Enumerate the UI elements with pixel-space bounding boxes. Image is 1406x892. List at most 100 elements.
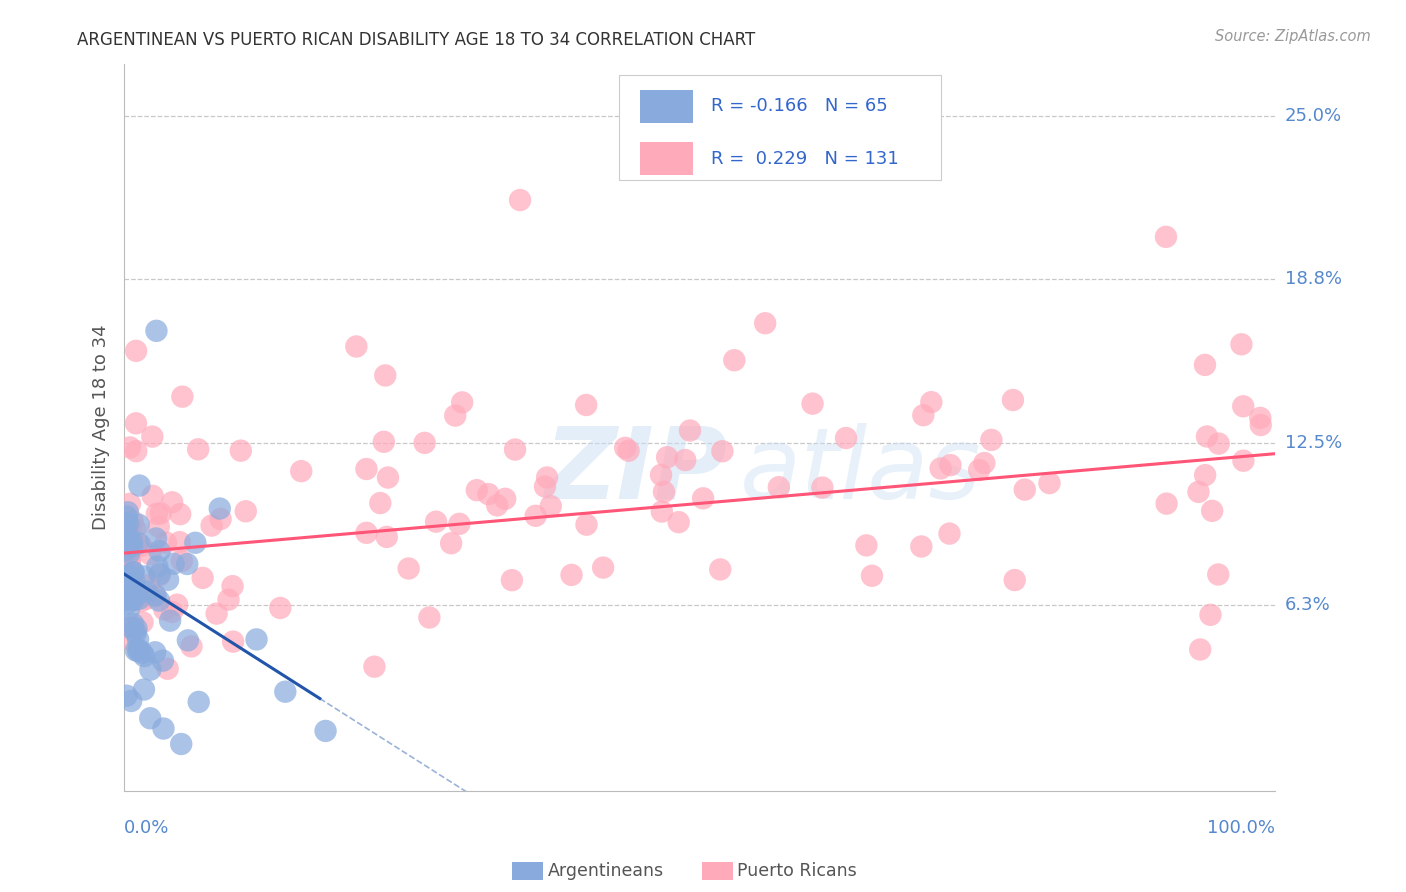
Point: [592, 560, 614, 574]
Text: ARGENTINEAN VS PUERTO RICAN DISABILITY AGE 18 TO 34 CORRELATION CHART: ARGENTINEAN VS PUERTO RICAN DISABILITY A…: [77, 31, 755, 49]
Point: [145, 589, 167, 603]
Point: [184, 535, 207, 549]
Point: [614, 441, 637, 455]
Point: [115, 569, 138, 583]
Point: [235, 504, 257, 518]
Text: 100.0%: 100.0%: [1206, 819, 1275, 837]
Point: [125, 539, 148, 553]
Point: [139, 663, 162, 677]
Point: [1199, 607, 1222, 622]
Point: [1232, 453, 1254, 467]
Point: [122, 616, 145, 631]
Point: [160, 495, 183, 509]
Point: [1038, 476, 1060, 491]
Point: [440, 536, 463, 550]
Point: [221, 579, 243, 593]
Point: [121, 591, 143, 606]
Point: [1232, 399, 1254, 413]
Point: [117, 505, 139, 519]
Point: [135, 591, 157, 606]
Point: [768, 480, 790, 494]
Point: [127, 644, 149, 658]
Point: [222, 634, 245, 648]
Text: ZIP: ZIP: [544, 423, 727, 520]
Point: [134, 569, 156, 583]
Point: [125, 643, 148, 657]
Point: [1001, 392, 1024, 407]
Point: [125, 625, 148, 640]
Point: [180, 640, 202, 654]
Point: [503, 442, 526, 457]
Point: [118, 548, 141, 562]
Point: [120, 694, 142, 708]
Point: [128, 536, 150, 550]
Point: [711, 444, 734, 458]
Point: [118, 603, 141, 617]
Point: [156, 662, 179, 676]
Point: [177, 633, 200, 648]
Point: [115, 543, 138, 558]
Point: [118, 632, 141, 646]
Point: [139, 547, 162, 561]
Point: [115, 689, 138, 703]
Point: [155, 535, 177, 549]
Point: [617, 443, 640, 458]
Point: [465, 483, 488, 497]
Point: [1004, 573, 1026, 587]
Point: [118, 556, 141, 570]
Point: [274, 684, 297, 698]
Point: [536, 470, 558, 484]
Point: [176, 557, 198, 571]
Point: [723, 353, 745, 368]
Point: [652, 484, 675, 499]
Point: [135, 584, 157, 599]
Point: [117, 516, 139, 531]
Point: [145, 324, 167, 338]
Point: [148, 519, 170, 533]
Point: [673, 453, 696, 467]
Point: [149, 506, 172, 520]
Point: [143, 645, 166, 659]
Point: [169, 535, 191, 549]
Point: [315, 723, 337, 738]
Point: [1187, 484, 1209, 499]
Point: [363, 659, 385, 673]
Text: Argentineans: Argentineans: [548, 862, 665, 880]
Point: [117, 568, 139, 582]
Point: [356, 462, 378, 476]
Point: [121, 514, 143, 528]
Point: [131, 646, 153, 660]
Point: [855, 538, 877, 552]
Point: [187, 695, 209, 709]
Point: [149, 566, 172, 581]
Point: [141, 429, 163, 443]
Point: [418, 610, 440, 624]
Point: [148, 568, 170, 582]
Point: [668, 515, 690, 529]
Point: [122, 593, 145, 607]
Point: [1194, 468, 1216, 483]
Text: 6.3%: 6.3%: [1285, 597, 1330, 615]
Point: [1201, 504, 1223, 518]
Point: [368, 496, 391, 510]
Point: [153, 602, 176, 616]
Point: [290, 464, 312, 478]
Point: [121, 586, 143, 600]
Point: [115, 597, 138, 611]
Point: [170, 554, 193, 568]
Text: 0.0%: 0.0%: [124, 819, 170, 837]
Point: [375, 530, 398, 544]
Point: [166, 598, 188, 612]
Point: [128, 642, 150, 657]
Point: [143, 589, 166, 603]
Text: R = -0.166   N = 65: R = -0.166 N = 65: [711, 97, 887, 115]
Point: [910, 540, 932, 554]
Point: [209, 512, 232, 526]
Point: [169, 507, 191, 521]
Point: [124, 523, 146, 537]
Point: [218, 592, 240, 607]
Point: [449, 516, 471, 531]
Point: [1250, 417, 1272, 432]
Point: [115, 582, 138, 596]
Point: [920, 395, 942, 409]
